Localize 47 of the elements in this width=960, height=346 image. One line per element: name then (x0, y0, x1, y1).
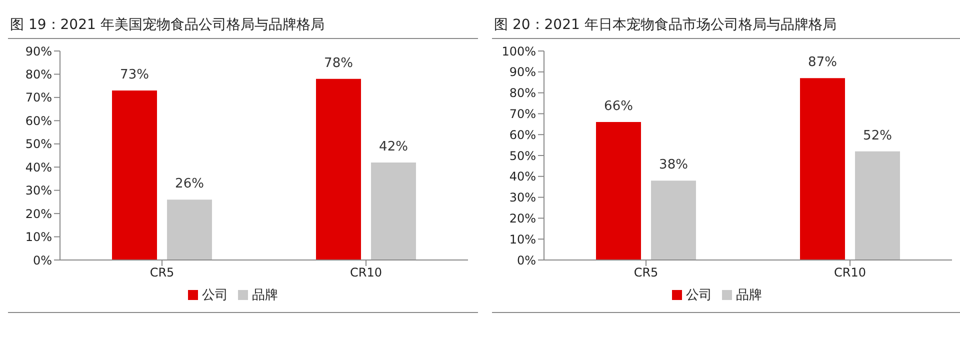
bar (371, 162, 416, 260)
y-tick-label: 80% (509, 86, 536, 100)
x-tick-label: CR5 (150, 266, 174, 280)
y-tick-label: 80% (25, 67, 52, 82)
y-tick-label: 60% (25, 114, 52, 128)
y-tick-label: 30% (509, 190, 536, 205)
chart-title: 图 19：2021 年美国宠物食品公司格局与品牌格局 (8, 8, 478, 39)
y-tick-label: 20% (25, 206, 52, 221)
data-label: 73% (120, 67, 149, 82)
data-label: 78% (324, 56, 353, 71)
legend-label: 品牌 (252, 288, 278, 303)
y-tick-label: 20% (509, 211, 536, 226)
data-label: 87% (808, 55, 837, 70)
y-tick-label: 60% (509, 128, 536, 142)
y-tick-label: 30% (25, 184, 52, 198)
y-tick-label: 50% (509, 148, 536, 163)
bar (112, 90, 157, 260)
legend-label: 公司 (686, 288, 712, 303)
y-tick-label: 50% (25, 137, 52, 152)
y-tick-label: 70% (509, 106, 536, 121)
chart-title: 图 20：2021 年日本宠物食品市场公司格局与品牌格局 (492, 8, 960, 39)
legend-label: 公司 (202, 288, 228, 303)
data-label: 52% (863, 128, 892, 144)
y-tick-label: 90% (509, 65, 536, 80)
data-label: 42% (379, 139, 408, 154)
bar (316, 78, 361, 260)
bar (167, 200, 212, 260)
y-tick-label: 0% (516, 253, 536, 268)
y-tick-label: 70% (25, 90, 52, 105)
y-tick-label: 10% (509, 232, 536, 246)
bar (651, 180, 696, 260)
x-tick-label: CR10 (834, 266, 866, 280)
y-tick-label: 40% (509, 170, 536, 184)
data-label: 66% (604, 99, 633, 114)
y-tick-label: 40% (25, 160, 52, 174)
bar (800, 78, 845, 260)
data-label: 38% (659, 158, 688, 173)
x-tick-label: CR5 (634, 266, 658, 280)
bar (596, 122, 641, 260)
y-tick-label: 100% (502, 44, 536, 58)
x-tick-label: CR10 (350, 266, 382, 280)
y-tick-label: 0% (32, 253, 52, 268)
data-label: 26% (175, 176, 204, 192)
y-tick-label: 10% (25, 230, 52, 244)
bar (855, 151, 900, 260)
legend-label: 品牌 (736, 288, 762, 303)
y-tick-label: 90% (25, 44, 52, 58)
